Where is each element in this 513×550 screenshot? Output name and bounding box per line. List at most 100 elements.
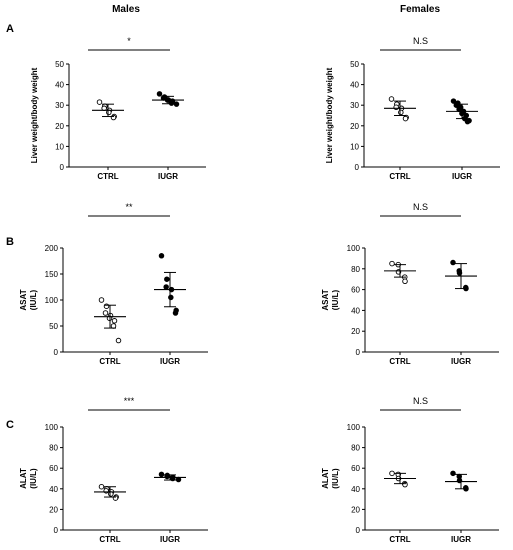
x-tick-label-iugr: IUGR bbox=[452, 172, 472, 181]
data-point-ctrl bbox=[110, 114, 117, 121]
data-point-iugr bbox=[158, 253, 165, 259]
x-tick-label-ctrl: CTRL bbox=[99, 357, 120, 366]
y-tick-label: 40 bbox=[49, 485, 58, 494]
y-tick-label: 10 bbox=[55, 142, 64, 151]
y-tick-label: 0 bbox=[60, 163, 65, 172]
x-tick-label-ctrl: CTRL bbox=[389, 172, 410, 181]
y-tick-label: 80 bbox=[351, 265, 360, 274]
data-point-iugr bbox=[464, 118, 471, 125]
y-axis-label: ALAT bbox=[321, 468, 330, 489]
x-tick-label-iugr: IUGR bbox=[158, 172, 178, 181]
data-point-ctrl bbox=[98, 297, 105, 303]
y-tick-label: 40 bbox=[350, 81, 359, 90]
significance-label: N.S bbox=[413, 36, 428, 46]
data-point-ctrl bbox=[402, 115, 409, 122]
y-tick-label: 60 bbox=[351, 286, 360, 295]
y-tick-label: 100 bbox=[347, 244, 361, 253]
y-tick-label: 100 bbox=[45, 423, 59, 432]
y-tick-label: 20 bbox=[49, 505, 58, 514]
column-title-males: Males bbox=[112, 4, 140, 15]
data-point-iugr bbox=[172, 310, 179, 316]
data-point-ctrl bbox=[115, 337, 122, 344]
x-tick-label-iugr: IUGR bbox=[451, 535, 471, 544]
y-tick-label: 20 bbox=[55, 122, 64, 131]
y-tick-label: 30 bbox=[55, 101, 64, 110]
data-point-ctrl bbox=[393, 104, 399, 111]
column-title-females: Females bbox=[400, 4, 440, 15]
y-tick-label: 100 bbox=[347, 423, 361, 432]
x-tick-label-iugr: IUGR bbox=[451, 357, 471, 366]
data-point-iugr bbox=[156, 91, 163, 97]
significance-label: ** bbox=[125, 202, 133, 212]
y-tick-label: 20 bbox=[350, 122, 359, 131]
y-tick-label: 10 bbox=[350, 142, 359, 151]
significance-label: N.S bbox=[413, 202, 428, 212]
y-tick-label: 40 bbox=[351, 306, 360, 315]
y-axis-label: (IU/L) bbox=[331, 289, 340, 310]
y-axis-label: Liver weight/body weight bbox=[30, 67, 39, 163]
x-tick-label-ctrl: CTRL bbox=[97, 172, 118, 181]
y-tick-label: 40 bbox=[55, 81, 64, 90]
y-tick-label: 30 bbox=[350, 101, 359, 110]
y-axis-label: (IU/L) bbox=[331, 468, 340, 489]
data-point-ctrl bbox=[96, 99, 103, 105]
y-tick-label: 80 bbox=[49, 444, 58, 453]
data-point-iugr bbox=[450, 259, 456, 266]
y-tick-label: 0 bbox=[356, 526, 361, 535]
y-tick-label: 0 bbox=[54, 348, 59, 357]
y-tick-label: 60 bbox=[351, 464, 360, 473]
y-axis-label: Liver weight/body weight bbox=[325, 67, 334, 163]
significance-label: *** bbox=[124, 396, 135, 406]
significance-label: N.S bbox=[413, 396, 428, 406]
y-tick-label: 40 bbox=[351, 485, 360, 494]
y-tick-label: 200 bbox=[45, 244, 59, 253]
data-point-iugr bbox=[164, 276, 170, 282]
y-tick-label: 50 bbox=[350, 60, 359, 69]
y-tick-label: 60 bbox=[49, 464, 58, 473]
y-axis-label: ASAT bbox=[321, 289, 330, 310]
y-tick-label: 0 bbox=[355, 163, 360, 172]
data-point-ctrl bbox=[398, 109, 404, 116]
y-tick-label: 20 bbox=[351, 327, 360, 336]
data-point-ctrl bbox=[111, 318, 118, 324]
data-point-iugr bbox=[453, 102, 460, 108]
data-point-ctrl bbox=[388, 96, 395, 102]
x-tick-label-iugr: IUGR bbox=[160, 357, 180, 366]
data-point-ctrl bbox=[98, 483, 105, 490]
y-tick-label: 50 bbox=[49, 322, 58, 331]
y-axis-label: (IU/L) bbox=[29, 289, 38, 310]
x-tick-label-ctrl: CTRL bbox=[389, 357, 410, 366]
data-point-ctrl bbox=[402, 278, 408, 285]
y-tick-label: 50 bbox=[55, 60, 64, 69]
significance-label: * bbox=[127, 36, 131, 46]
panel-letter-A: A bbox=[6, 23, 14, 35]
data-point-ctrl bbox=[389, 470, 395, 477]
data-point-iugr bbox=[163, 284, 169, 290]
y-tick-label: 0 bbox=[54, 526, 59, 535]
data-point-ctrl bbox=[112, 495, 119, 501]
data-point-ctrl bbox=[102, 310, 109, 316]
y-tick-label: 100 bbox=[45, 296, 59, 305]
x-tick-label-iugr: IUGR bbox=[160, 535, 180, 544]
x-tick-label-ctrl: CTRL bbox=[99, 535, 120, 544]
data-point-ctrl bbox=[389, 260, 395, 267]
panels: A 0 10 20 30 40 50 CTRL IUGR Liver weight/body we… bbox=[6, 23, 500, 544]
y-tick-label: 150 bbox=[45, 270, 59, 279]
panel-letter-C: C bbox=[6, 419, 14, 431]
data-point-iugr bbox=[168, 100, 175, 106]
data-point-ctrl bbox=[402, 481, 408, 488]
data-point-iugr bbox=[450, 98, 457, 104]
y-axis-label: ALAT bbox=[19, 468, 28, 489]
data-point-iugr bbox=[173, 101, 180, 107]
data-point-ctrl bbox=[103, 488, 109, 494]
x-tick-label-ctrl: CTRL bbox=[389, 535, 410, 544]
data-point-iugr bbox=[168, 294, 174, 301]
panel-letter-B: B bbox=[6, 236, 14, 248]
data-point-iugr bbox=[450, 470, 456, 477]
y-axis-label: (IU/L) bbox=[29, 468, 38, 489]
y-tick-label: 20 bbox=[351, 505, 360, 514]
data-point-ctrl bbox=[103, 303, 110, 309]
data-point-iugr bbox=[158, 471, 165, 478]
y-tick-label: 80 bbox=[351, 444, 360, 453]
